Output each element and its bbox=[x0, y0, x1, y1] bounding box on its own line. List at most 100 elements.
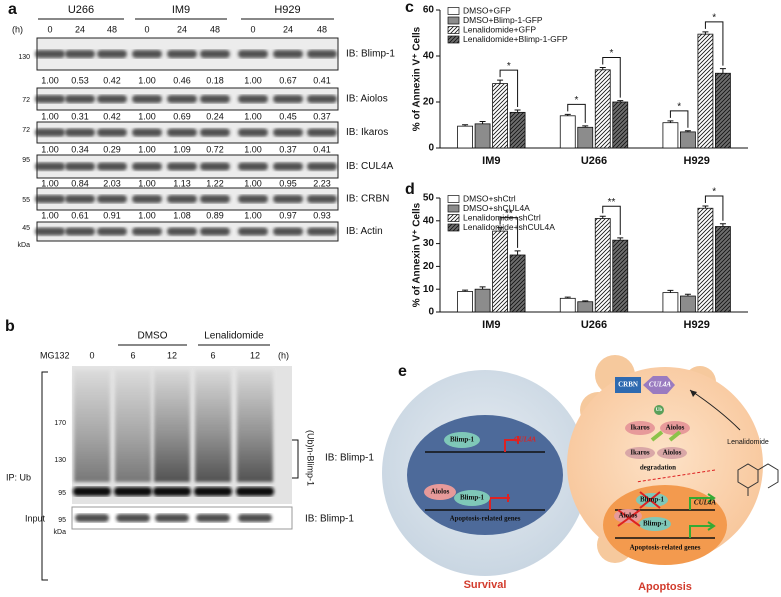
ib-label: IB: Blimp-1 bbox=[305, 514, 354, 525]
cul4a bbox=[643, 376, 675, 394]
band bbox=[97, 227, 127, 236]
band bbox=[307, 195, 337, 203]
band bbox=[132, 128, 162, 137]
significance-label: * bbox=[712, 12, 716, 23]
band bbox=[200, 195, 230, 203]
error-bar bbox=[497, 79, 504, 84]
error-bar bbox=[462, 289, 469, 292]
band bbox=[35, 195, 65, 203]
bar bbox=[662, 292, 679, 313]
smear bbox=[115, 370, 151, 482]
treatment: DMSO bbox=[138, 331, 168, 342]
panel-letter: a bbox=[8, 1, 17, 18]
marker-unit: kDa bbox=[54, 529, 67, 536]
bar bbox=[509, 254, 526, 313]
marker: 130 bbox=[54, 457, 66, 464]
quant: 0.29 bbox=[103, 144, 121, 154]
significance-label: * bbox=[610, 48, 614, 59]
degradation-mark bbox=[650, 430, 682, 442]
quant: 1.00 bbox=[244, 144, 262, 154]
y-tick-label: 30 bbox=[423, 238, 435, 249]
band bbox=[200, 128, 230, 137]
significance-label: ** bbox=[505, 208, 513, 219]
significance-label: * bbox=[507, 61, 511, 72]
label: Blimp-1 bbox=[640, 496, 665, 504]
ib-label: IB: Blimp-1 bbox=[346, 49, 395, 60]
time: 0 bbox=[89, 350, 94, 360]
error-bar bbox=[719, 223, 726, 227]
label: CUL4A bbox=[649, 381, 672, 389]
quant: 1.13 bbox=[173, 178, 191, 188]
band bbox=[75, 514, 109, 522]
bar bbox=[680, 295, 696, 313]
bar bbox=[697, 33, 714, 149]
ib-label: IB: Blimp-1 bbox=[325, 453, 374, 464]
significance-label: * bbox=[575, 95, 579, 106]
error-bar bbox=[462, 124, 469, 127]
x-tick-label: H929 bbox=[684, 319, 710, 331]
error-bar bbox=[564, 296, 571, 299]
treatment: Lenalidomide bbox=[204, 331, 264, 342]
significance-bracket bbox=[669, 110, 689, 128]
bracket bbox=[41, 371, 48, 581]
band bbox=[65, 195, 95, 203]
band bbox=[200, 95, 230, 103]
error-bar bbox=[702, 205, 709, 209]
x-tick-label: IM9 bbox=[482, 155, 500, 167]
protein bbox=[444, 432, 480, 448]
quant: 0.42 bbox=[103, 75, 121, 85]
label: Aiolos bbox=[663, 449, 682, 457]
y-tick-label: 40 bbox=[423, 51, 435, 62]
quant: 1.00 bbox=[138, 111, 156, 121]
legend-label: Lenalidomide+GFP bbox=[463, 24, 536, 34]
band bbox=[65, 95, 95, 103]
quant: 0.41 bbox=[313, 144, 331, 154]
band bbox=[97, 95, 127, 103]
error-bar bbox=[479, 286, 486, 290]
bar bbox=[577, 301, 594, 313]
quant: 0.84 bbox=[71, 178, 89, 188]
label: Blimp-1 bbox=[450, 436, 475, 444]
band bbox=[35, 227, 65, 236]
y-tick-label: 20 bbox=[423, 261, 435, 272]
significance-bracket bbox=[602, 57, 621, 98]
bar bbox=[457, 125, 473, 149]
bar bbox=[492, 83, 508, 149]
quant: 1.00 bbox=[138, 178, 156, 188]
smear bbox=[237, 370, 273, 482]
band bbox=[65, 227, 95, 236]
label: Aiolos bbox=[666, 424, 685, 432]
legend-label: DMSO+shCtrl bbox=[463, 193, 516, 203]
label: Aiolos bbox=[619, 512, 638, 520]
cell-line: H929 bbox=[274, 4, 300, 16]
y-axis-label: % of Annexin V⁺ Cells bbox=[412, 202, 423, 307]
protein bbox=[660, 421, 690, 435]
inhibit-line bbox=[635, 469, 716, 483]
label: degradation bbox=[640, 464, 676, 472]
quant: 0.42 bbox=[103, 111, 121, 121]
quant: 1.00 bbox=[244, 111, 262, 121]
y-tick-label: 40 bbox=[423, 215, 435, 226]
label: Aiolos bbox=[431, 488, 450, 496]
crbn bbox=[615, 377, 641, 393]
label: CRBN bbox=[618, 381, 638, 389]
label: Lenalidomide bbox=[727, 439, 769, 446]
quant: 0.34 bbox=[71, 144, 89, 154]
band bbox=[238, 195, 268, 203]
significance-bracket bbox=[567, 103, 586, 123]
bar bbox=[612, 101, 629, 149]
time: 6 bbox=[210, 350, 215, 360]
band bbox=[307, 50, 337, 58]
time: 24 bbox=[283, 24, 293, 34]
marker-unit: kDa bbox=[18, 242, 31, 249]
band bbox=[273, 195, 303, 203]
error-bar bbox=[599, 67, 606, 70]
significance-label: * bbox=[712, 187, 716, 198]
marker: 130 bbox=[18, 54, 30, 61]
smear bbox=[195, 370, 231, 482]
significance-bracket bbox=[499, 217, 519, 248]
cell-line: U266 bbox=[68, 4, 94, 16]
ub bbox=[654, 405, 664, 415]
quant: 0.45 bbox=[279, 111, 297, 121]
